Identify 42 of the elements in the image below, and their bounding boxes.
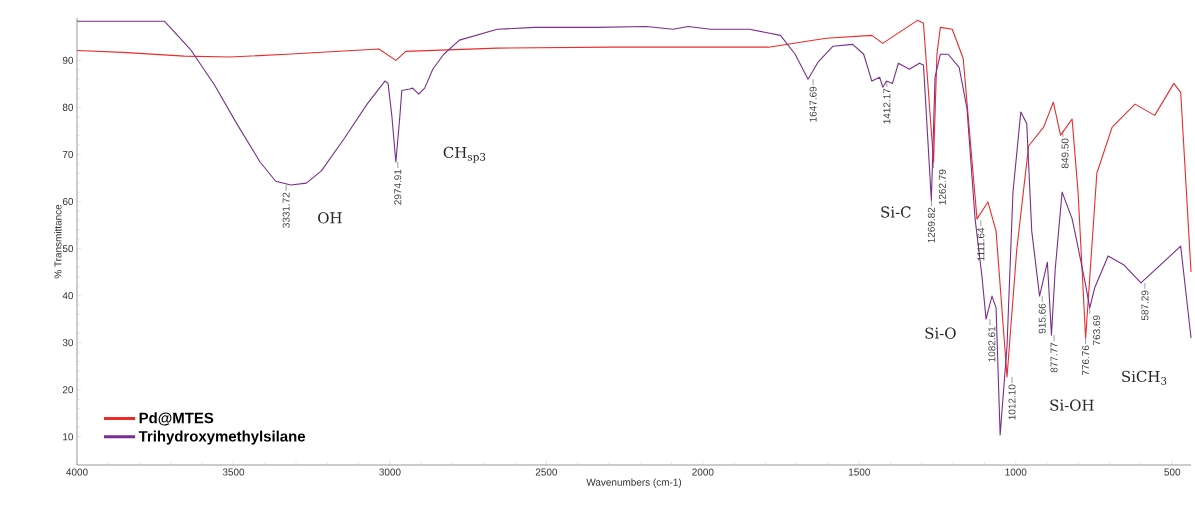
legend-label: Pd@MTES (139, 412, 214, 426)
annotation: 1082.61 (988, 326, 996, 362)
y-tick-label: 20 (62, 386, 74, 394)
x-tick-label: 4000 (66, 468, 88, 476)
y-tick-label: 40 (62, 292, 74, 300)
y-tick-label: 60 (62, 197, 74, 206)
x-tick-label: 1000 (1005, 468, 1027, 476)
annotation: 1262.79 (938, 169, 946, 205)
annotation: 915.66 (1038, 303, 1046, 334)
annotation: 1111.64 (977, 227, 985, 261)
y-tick-label: 50 (62, 245, 74, 253)
annotation: 1412.17 (883, 88, 891, 124)
annotation: 587.29 (1141, 290, 1149, 321)
x-tick-label: 3000 (379, 468, 401, 476)
x-tick-label: 500 (1164, 468, 1181, 476)
annotation: Si-C (881, 206, 911, 218)
annotation: 849.50 (1061, 138, 1069, 169)
y-tick-label: 80 (62, 103, 74, 111)
annotation: 776.76 (1082, 345, 1090, 376)
annotation: OH (318, 212, 342, 224)
x-axis-title: Wavenumbers (cm-1) (586, 478, 682, 488)
legend-label: Trihydroxymethylsilane (138, 430, 306, 445)
x-tick-label: 1500 (849, 468, 871, 476)
annotation: CH$_{sp3}$ (443, 146, 486, 163)
y-axis-title: % Transmittance (54, 204, 62, 279)
y-tick-label: 90 (62, 56, 74, 64)
annotation: Si-OH (1050, 399, 1094, 411)
y-tick-label: 30 (62, 339, 74, 347)
annotation: 2974.91 (394, 169, 402, 205)
y-tick-label: 10 (63, 433, 74, 441)
annotation: 763.69 (1093, 315, 1101, 345)
x-tick-label: 3500 (222, 468, 245, 476)
annotation: 1269.82 (927, 207, 935, 243)
annotation: 1012.10 (1008, 384, 1016, 420)
annotation: SiCH$_{3}$ (1122, 370, 1167, 385)
x-tick-label: 2000 (692, 468, 714, 476)
y-tick-label: 70 (62, 150, 74, 158)
annotation: 877.77 (1050, 342, 1058, 373)
x-tick-label: 2500 (535, 468, 558, 476)
annotation: 1647.69 (809, 86, 817, 122)
annotation: Si-O (925, 327, 956, 339)
annotation: 3331.72 (282, 192, 290, 228)
